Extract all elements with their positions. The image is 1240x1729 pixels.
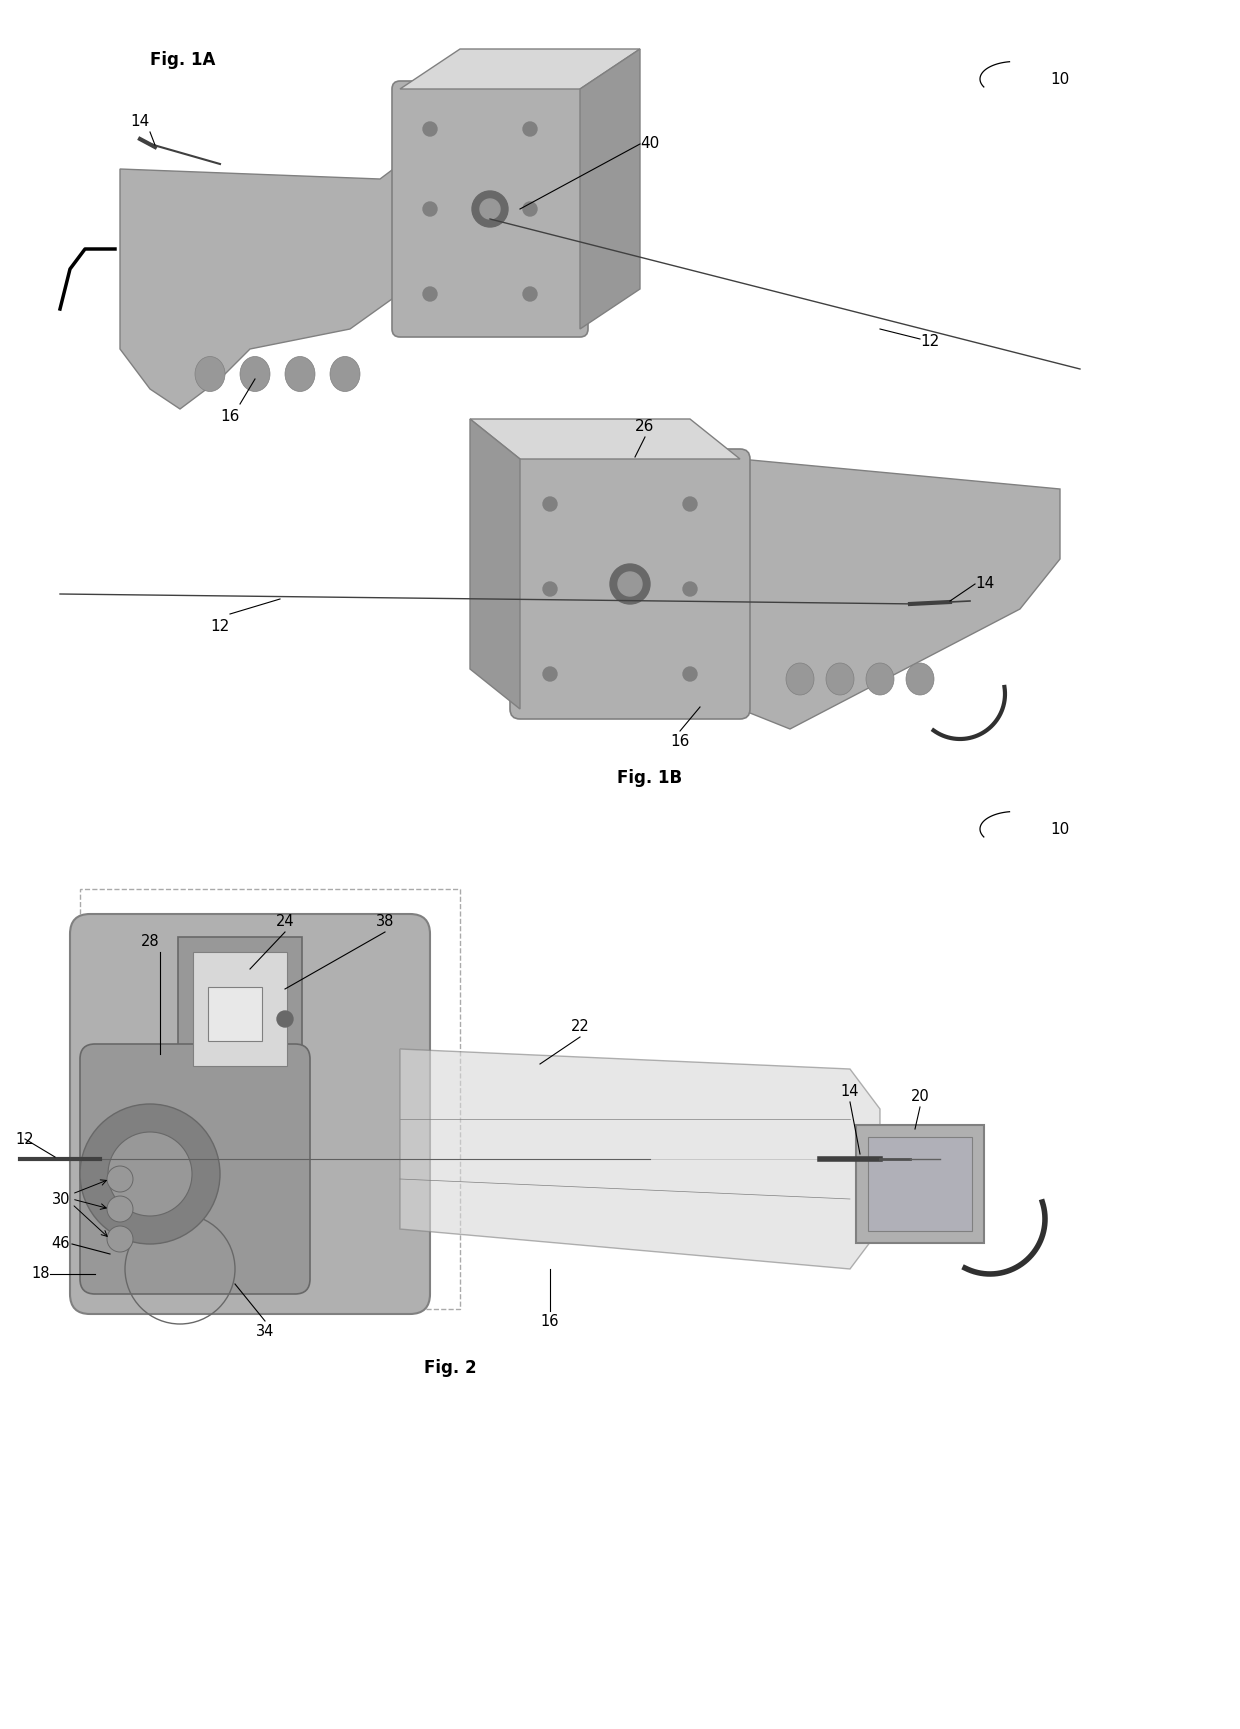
Text: 40: 40 xyxy=(640,137,660,152)
Circle shape xyxy=(108,1132,192,1215)
Text: 38: 38 xyxy=(376,915,394,928)
Text: 26: 26 xyxy=(635,418,655,434)
Text: 12: 12 xyxy=(15,1131,33,1146)
FancyBboxPatch shape xyxy=(868,1138,972,1231)
Text: 16: 16 xyxy=(671,735,689,749)
Ellipse shape xyxy=(866,662,894,695)
Circle shape xyxy=(543,583,557,597)
Ellipse shape xyxy=(241,356,270,391)
Circle shape xyxy=(618,572,642,597)
Text: 16: 16 xyxy=(541,1314,559,1330)
FancyBboxPatch shape xyxy=(856,1126,985,1243)
Circle shape xyxy=(472,190,508,226)
Circle shape xyxy=(543,667,557,681)
Circle shape xyxy=(277,1011,293,1027)
Text: 28: 28 xyxy=(140,934,159,949)
Text: 16: 16 xyxy=(221,410,239,424)
Text: 46: 46 xyxy=(52,1236,69,1252)
FancyBboxPatch shape xyxy=(193,953,286,1067)
FancyBboxPatch shape xyxy=(392,81,588,337)
Polygon shape xyxy=(470,418,740,458)
Ellipse shape xyxy=(285,356,315,391)
Text: 30: 30 xyxy=(52,1191,69,1207)
Circle shape xyxy=(610,564,650,603)
Text: Fig. 1A: Fig. 1A xyxy=(150,50,216,69)
FancyBboxPatch shape xyxy=(510,450,750,719)
Ellipse shape xyxy=(330,356,360,391)
FancyBboxPatch shape xyxy=(81,1044,310,1293)
Circle shape xyxy=(683,667,697,681)
Ellipse shape xyxy=(786,662,813,695)
Text: Fig. 2: Fig. 2 xyxy=(424,1359,476,1376)
Circle shape xyxy=(423,287,436,301)
Text: 24: 24 xyxy=(275,915,294,928)
Polygon shape xyxy=(120,138,450,410)
Circle shape xyxy=(107,1226,133,1252)
Circle shape xyxy=(107,1165,133,1191)
Circle shape xyxy=(81,1105,219,1243)
Text: Fig. 1B: Fig. 1B xyxy=(618,769,682,787)
Polygon shape xyxy=(740,458,1060,730)
Circle shape xyxy=(683,496,697,512)
Circle shape xyxy=(423,123,436,137)
Text: 14: 14 xyxy=(130,114,150,130)
Text: 10: 10 xyxy=(1050,821,1069,837)
Circle shape xyxy=(683,583,697,597)
Text: 34: 34 xyxy=(255,1324,274,1338)
Text: 14: 14 xyxy=(975,576,994,591)
Ellipse shape xyxy=(906,662,934,695)
FancyBboxPatch shape xyxy=(208,987,262,1041)
Circle shape xyxy=(543,496,557,512)
Polygon shape xyxy=(401,1050,880,1269)
Circle shape xyxy=(523,123,537,137)
Circle shape xyxy=(107,1196,133,1222)
Polygon shape xyxy=(401,48,640,88)
Text: 22: 22 xyxy=(570,1018,589,1034)
Circle shape xyxy=(523,287,537,301)
FancyBboxPatch shape xyxy=(179,937,303,1081)
Polygon shape xyxy=(470,418,520,709)
Text: 18: 18 xyxy=(31,1267,50,1281)
Text: 10: 10 xyxy=(1050,71,1069,86)
Text: 20: 20 xyxy=(910,1089,929,1105)
Text: 12: 12 xyxy=(920,334,939,349)
Circle shape xyxy=(423,202,436,216)
Circle shape xyxy=(523,202,537,216)
FancyBboxPatch shape xyxy=(69,915,430,1314)
Polygon shape xyxy=(580,48,640,329)
Circle shape xyxy=(480,199,500,220)
Ellipse shape xyxy=(826,662,854,695)
Ellipse shape xyxy=(195,356,224,391)
Text: 14: 14 xyxy=(841,1084,859,1100)
Text: 12: 12 xyxy=(211,619,229,635)
